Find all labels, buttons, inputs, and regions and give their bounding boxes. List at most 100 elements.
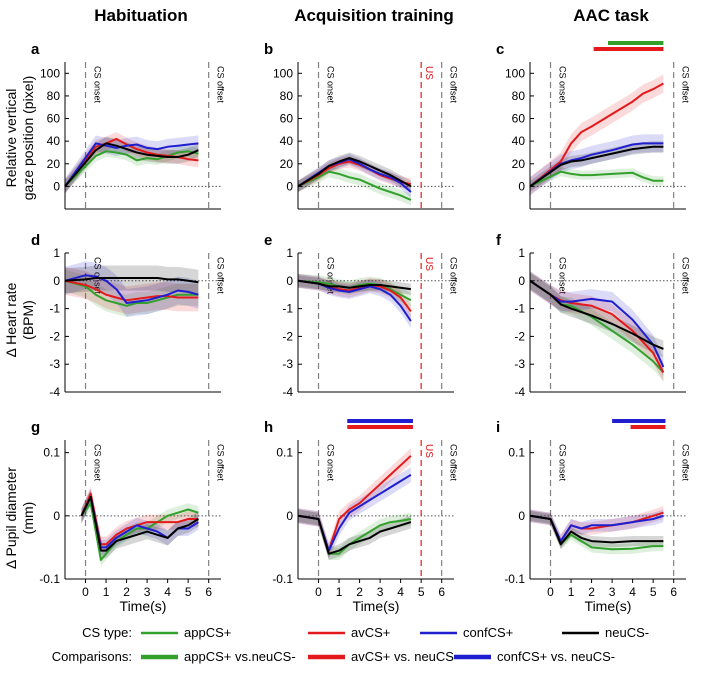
y-tick-label: 1 [286,246,293,260]
y-tick-label: 0 [53,274,60,288]
cs-onset-label: CS onset [93,257,103,295]
cs-onset-label: CS onset [558,444,568,482]
panel-letter-c: c [496,41,504,58]
y-tick-label: 0.1 [43,446,60,460]
y-tick-label: 0 [518,509,525,523]
x-axis-label: Time(s) [353,598,400,614]
error-band-appcs [530,510,664,555]
series-line-avcs [529,82,664,188]
series-line-neucs [529,514,664,546]
panel-d: d CS onset CS offset -4 -3 -2 -1 0 1 [31,232,226,399]
error-band-confcs [81,489,199,555]
x-tick-label: 4 [397,585,404,599]
y-tick-label: -0.1 [504,572,525,586]
error-band-avcs [298,155,411,192]
series-line-neucs [297,279,412,291]
row3-ylabel-line1: Δ Pupil diameter [3,467,19,569]
y-tick-label: 60 [280,112,294,126]
x-tick-label: 2 [356,585,363,599]
y-tick-label: 40 [512,134,526,148]
cs-onset-label: CS onset [326,257,336,295]
x-axis-label: Time(s) [585,598,632,614]
error-band-confcs [65,135,199,195]
error-band-appcs [298,166,411,206]
y-tick-label: -1 [49,302,60,316]
error-band-neucs [530,272,664,358]
panel-letter-d: d [31,232,40,249]
x-tick-label: 4 [164,585,171,599]
y-tick-label: 80 [47,89,61,103]
x-tick-label: 1 [568,585,575,599]
cs-offset-label: CS offset [681,444,691,481]
y-tick-label: -3 [282,357,293,371]
cs-onset-label: CS onset [558,66,568,104]
series-line-appcs [64,150,199,188]
y-tick-label: 0 [286,274,293,288]
y-tick-label: -1 [514,302,525,316]
cs-offset-label: CS offset [449,444,459,481]
error-band-avcs [530,271,664,383]
series-line-avcs [64,279,199,302]
y-tick-label: 20 [47,157,61,171]
row1-ylabel: Relative vertical gaze position (pixel) [3,76,36,201]
y-tick-label: 40 [280,134,294,148]
y-tick-label: -2 [514,329,525,343]
y-tick-label: 20 [280,157,294,171]
error-band-neucs [530,141,664,192]
cs-onset-label: CS onset [93,66,103,104]
row2-ylabel: Δ Heart rate (BPM) [3,282,36,357]
error-band-confcs [298,153,411,198]
x-tick-label: 0 [547,585,554,599]
column-title-acquisition: Acquisition training [294,6,454,25]
y-tick-label: 100 [40,66,60,80]
legend-comp-confcs: confCS+ vs. neuCS- [454,649,615,664]
cs-onset-label: CS onset [326,444,336,482]
cs-offset-label: CS offset [681,66,691,103]
x-tick-label: 4 [629,585,636,599]
error-band-neucs [298,152,411,192]
y-tick-label: 0.1 [508,446,525,460]
series-line-neucs [529,145,664,188]
x-tick-label: 5 [650,585,657,599]
error-band-neucs [65,136,199,194]
x-axis-label: Time(s) [120,598,167,614]
y-tick-label: 0 [518,179,525,193]
x-tick-label: 1 [103,585,110,599]
row3-ylabel-line2: (mm) [20,502,36,535]
x-tick-label: 0 [315,585,322,599]
us-label: US [423,257,434,271]
error-band-confcs [530,271,664,377]
error-band-avcs [298,448,411,559]
column-title-aac: AAC task [573,6,649,25]
error-band-neucs [65,265,199,295]
cs-offset-label: CS offset [449,66,459,103]
x-tick-label: 3 [144,585,151,599]
series-line-appcs [297,279,412,302]
panel-letter-g: g [31,419,40,436]
y-tick-label: -4 [514,385,525,399]
y-tick-label: 0 [53,509,60,523]
panel-letter-f: f [496,232,502,249]
y-tick-label: 60 [47,112,61,126]
panel-letter-a: a [31,41,40,58]
us-label: US [423,444,434,458]
panel-e: e CS onset CS offset US -4 -3 -2 -1 0 1 [264,232,459,399]
series-line-neucs [529,279,664,350]
panel-letter-h: h [264,419,273,436]
legend-comp-appcs: appCS+ vs.neuCS- [141,649,296,664]
y-tick-label: 0 [518,274,525,288]
y-tick-label: 20 [512,157,526,171]
us-label: US [423,66,434,80]
x-tick-label: 6 [205,585,212,599]
error-band-appcs [530,272,664,381]
y-tick-label: -0.1 [39,572,60,586]
cs-onset-label: CS onset [93,444,103,482]
y-tick-label: 0 [286,179,293,193]
cs-onset-label: CS onset [326,66,336,104]
panel-letter-i: i [496,419,500,436]
error-band-avcs [530,74,664,196]
